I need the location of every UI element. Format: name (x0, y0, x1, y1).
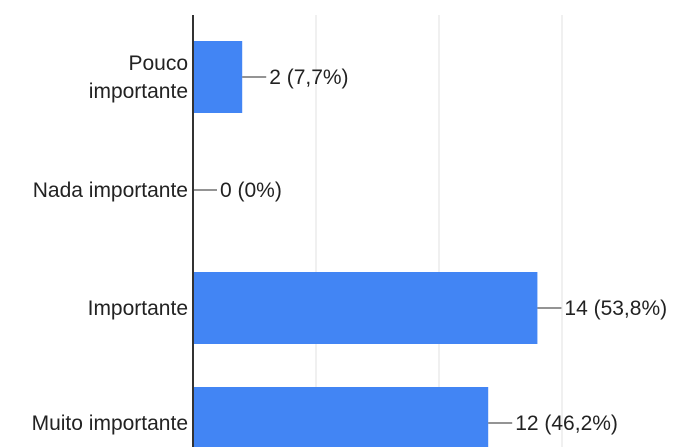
category-labels: Pouco importante Nada importante Importante… (32, 52, 188, 435)
category-label-1-0: Nada importante (33, 179, 188, 202)
data-label-1: 0 (0%) (220, 179, 282, 202)
category-label-2-0: Importante (88, 297, 188, 320)
bar-3 (193, 387, 489, 447)
data-label-2: 14 (53,8%) (564, 297, 667, 320)
bar-0 (193, 41, 243, 113)
gridlines (315, 15, 563, 447)
leader-lines (193, 76, 562, 424)
bar-2 (193, 272, 538, 344)
data-label-0: 2 (7,7%) (269, 66, 348, 89)
category-label-0-0: Pouco (128, 52, 188, 75)
data-label-3: 12 (46,2%) (515, 412, 618, 435)
category-label-0-1: importante (89, 80, 188, 103)
category-label-3-0: Muito importante (32, 412, 188, 435)
data-labels: 2 (7,7%) 0 (0%) 14 (53,8%) 12 (46,2%) (220, 66, 667, 435)
bars (193, 41, 538, 447)
